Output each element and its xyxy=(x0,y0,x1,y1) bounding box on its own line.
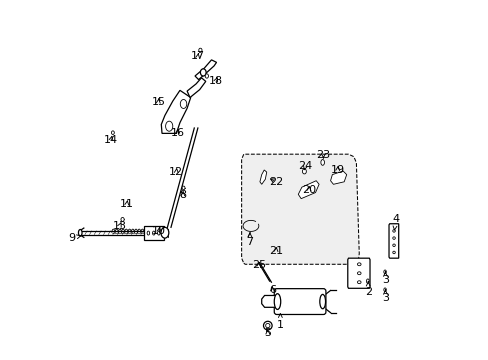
Text: 19: 19 xyxy=(330,165,344,175)
Text: 5: 5 xyxy=(264,328,271,338)
Ellipse shape xyxy=(392,251,394,254)
Polygon shape xyxy=(388,224,398,258)
Ellipse shape xyxy=(157,231,160,235)
Text: 4: 4 xyxy=(391,214,399,230)
Ellipse shape xyxy=(165,121,172,131)
Text: 16: 16 xyxy=(170,128,184,138)
Polygon shape xyxy=(161,90,190,134)
Ellipse shape xyxy=(161,227,168,238)
Ellipse shape xyxy=(265,323,269,328)
Text: 3: 3 xyxy=(381,272,388,285)
Ellipse shape xyxy=(182,186,184,190)
Polygon shape xyxy=(241,154,359,264)
Ellipse shape xyxy=(147,231,149,235)
Ellipse shape xyxy=(121,217,124,221)
Text: 12: 12 xyxy=(169,167,183,177)
Ellipse shape xyxy=(205,74,208,78)
Ellipse shape xyxy=(152,231,155,235)
FancyBboxPatch shape xyxy=(144,226,163,240)
Ellipse shape xyxy=(357,263,360,266)
Ellipse shape xyxy=(263,321,271,330)
Polygon shape xyxy=(261,296,277,307)
Ellipse shape xyxy=(302,169,306,174)
Text: 7: 7 xyxy=(246,233,253,247)
Text: 1: 1 xyxy=(276,314,283,330)
Ellipse shape xyxy=(274,294,280,310)
Ellipse shape xyxy=(320,159,324,165)
Ellipse shape xyxy=(200,69,206,76)
Text: 22: 22 xyxy=(268,177,283,187)
Text: 6: 6 xyxy=(268,285,275,296)
Ellipse shape xyxy=(366,279,368,283)
Text: 13: 13 xyxy=(112,221,126,231)
Ellipse shape xyxy=(111,131,114,134)
Ellipse shape xyxy=(357,272,360,275)
Ellipse shape xyxy=(319,294,325,309)
Text: 15: 15 xyxy=(151,97,165,107)
Text: 23: 23 xyxy=(316,150,330,160)
Text: 24: 24 xyxy=(298,161,312,171)
Text: 9: 9 xyxy=(68,233,81,243)
Text: 25: 25 xyxy=(251,260,265,270)
Ellipse shape xyxy=(392,237,394,239)
Text: 21: 21 xyxy=(268,246,283,256)
Ellipse shape xyxy=(383,270,386,274)
Text: 14: 14 xyxy=(104,135,118,145)
Polygon shape xyxy=(347,258,369,288)
Ellipse shape xyxy=(392,230,394,232)
Text: 3: 3 xyxy=(381,290,388,303)
Text: 17: 17 xyxy=(190,51,204,61)
Polygon shape xyxy=(187,78,205,98)
Text: 11: 11 xyxy=(120,199,134,210)
Ellipse shape xyxy=(198,48,202,52)
Text: 2: 2 xyxy=(364,281,371,297)
Ellipse shape xyxy=(180,99,186,108)
Polygon shape xyxy=(330,171,346,184)
Ellipse shape xyxy=(383,288,386,292)
Polygon shape xyxy=(195,60,216,80)
Text: 10: 10 xyxy=(152,226,166,236)
Text: 20: 20 xyxy=(302,185,315,195)
FancyBboxPatch shape xyxy=(274,289,325,315)
Polygon shape xyxy=(260,170,266,184)
Text: 8: 8 xyxy=(179,190,186,200)
Ellipse shape xyxy=(392,244,394,247)
Polygon shape xyxy=(298,181,319,199)
Ellipse shape xyxy=(357,281,360,284)
Ellipse shape xyxy=(78,229,82,236)
Text: 18: 18 xyxy=(208,76,223,86)
